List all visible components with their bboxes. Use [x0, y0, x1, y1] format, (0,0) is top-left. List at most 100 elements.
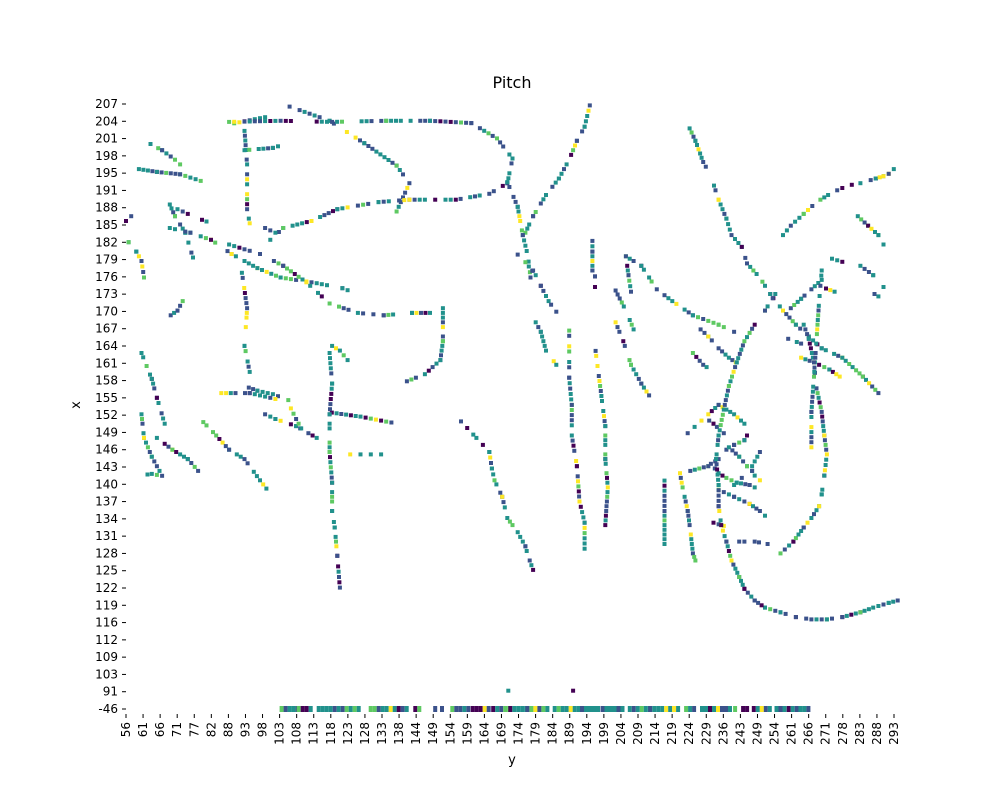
heatmap-cell: [379, 452, 384, 457]
heatmap-cell: [784, 228, 789, 233]
heatmap-cell: [819, 617, 824, 622]
heatmap-cell: [346, 307, 351, 312]
heatmap-cell: [245, 207, 250, 212]
heatmap-cell: [366, 201, 371, 206]
heatmap-cell: [799, 296, 804, 301]
heatmap-cell: [810, 394, 815, 399]
heatmap-cell: [824, 447, 829, 452]
heatmap-cell: [726, 549, 731, 553]
heatmap-cell: [440, 315, 445, 320]
heatmap-cell: [716, 346, 721, 351]
heatmap-cell: [603, 461, 608, 466]
heatmap-cell: [477, 193, 482, 198]
heatmap-cell: [281, 226, 286, 230]
heatmap-cell: [136, 167, 141, 172]
heatmap-cell: [722, 211, 727, 216]
heatmap-cell: [723, 398, 728, 403]
heatmap-cell: [648, 706, 653, 712]
x-tick-label: 293: [887, 722, 901, 745]
heatmap-cell: [716, 493, 721, 498]
heatmap-cell: [830, 369, 835, 374]
heatmap-cell: [662, 493, 667, 498]
heatmap-cell: [314, 119, 319, 124]
heatmap-cell: [264, 269, 269, 274]
heatmap-cell: [331, 520, 336, 524]
heatmap-cell: [214, 433, 219, 438]
heatmap-cell: [247, 221, 252, 226]
heatmap-cell: [519, 228, 524, 233]
heatmap-cell: [243, 391, 247, 396]
heatmap-cell: [840, 355, 845, 360]
heatmap-cell: [487, 191, 492, 196]
heatmap-cell: [166, 444, 171, 449]
heatmap-cell: [500, 183, 505, 188]
heatmap-cell: [575, 474, 580, 479]
heatmap-cell: [443, 119, 448, 124]
heatmap-cell: [330, 480, 335, 485]
heatmap-cell: [562, 167, 566, 172]
heatmap-cell: [265, 391, 270, 396]
heatmap-cell: [569, 402, 574, 407]
heatmap-cell: [811, 338, 816, 343]
heatmap-cell: [767, 706, 772, 712]
heatmap-cell: [608, 706, 613, 712]
heatmap-cell: [603, 523, 608, 528]
heatmap-cell: [316, 706, 321, 712]
heatmap-cell: [542, 343, 547, 348]
heatmap-cell: [728, 706, 732, 712]
heatmap-cell: [531, 214, 536, 219]
y-tick-label: 207: [95, 97, 118, 111]
heatmap-cell: [577, 499, 582, 504]
heatmap-cell: [470, 706, 475, 712]
heatmap-cell: [386, 199, 391, 204]
heatmap-cell: [330, 494, 335, 499]
heatmap-cell: [797, 215, 802, 220]
heatmap-cell: [488, 455, 493, 460]
heatmap-cell: [745, 590, 750, 595]
heatmap-cell: [523, 230, 528, 235]
heatmap-cell: [716, 457, 721, 462]
y-tick-label: 161: [95, 356, 118, 370]
heatmap-cell: [737, 440, 742, 445]
heatmap-cell: [193, 177, 198, 182]
heatmap-cell: [717, 509, 722, 513]
heatmap-cell: [502, 505, 507, 510]
heatmap-cell: [567, 360, 572, 364]
heatmap-cell: [569, 423, 574, 428]
x-tick-label: 179: [529, 722, 543, 745]
heatmap-cell: [209, 237, 213, 242]
heatmap-cell: [822, 433, 827, 438]
heatmap-cell: [245, 177, 250, 182]
heatmap-cell: [786, 706, 791, 712]
heatmap-cell: [327, 440, 332, 445]
y-tick-label: 198: [95, 149, 118, 163]
heatmap-cell: [603, 457, 608, 462]
heatmap-cell: [621, 339, 626, 344]
heatmap-cell: [752, 485, 757, 490]
heatmap-cell: [724, 393, 729, 398]
heatmap-cell: [384, 118, 389, 123]
heatmap-cell: [344, 412, 349, 417]
heatmap-cell: [815, 322, 820, 327]
heatmap-cell: [319, 119, 324, 124]
heatmap-cell: [720, 528, 725, 533]
heatmap-cell: [242, 343, 247, 348]
heatmap-cell: [732, 442, 737, 447]
heatmap-cell: [714, 452, 719, 457]
heatmap-cell: [844, 613, 849, 618]
heatmap-cell: [569, 397, 574, 402]
heatmap-cell: [726, 222, 731, 227]
heatmap-cell: [139, 351, 144, 355]
heatmap-cell: [733, 365, 738, 370]
heatmap-cell: [129, 214, 134, 219]
heatmap-cell: [835, 188, 840, 193]
heatmap-cell: [302, 109, 307, 114]
y-tick-label: -46: [98, 702, 118, 716]
heatmap-cell: [247, 391, 252, 396]
heatmap-cell: [733, 451, 738, 456]
heatmap-cell: [261, 146, 266, 151]
heatmap-cell: [826, 193, 831, 197]
heatmap-cell: [386, 312, 391, 317]
x-tick-label: 93: [238, 722, 252, 737]
